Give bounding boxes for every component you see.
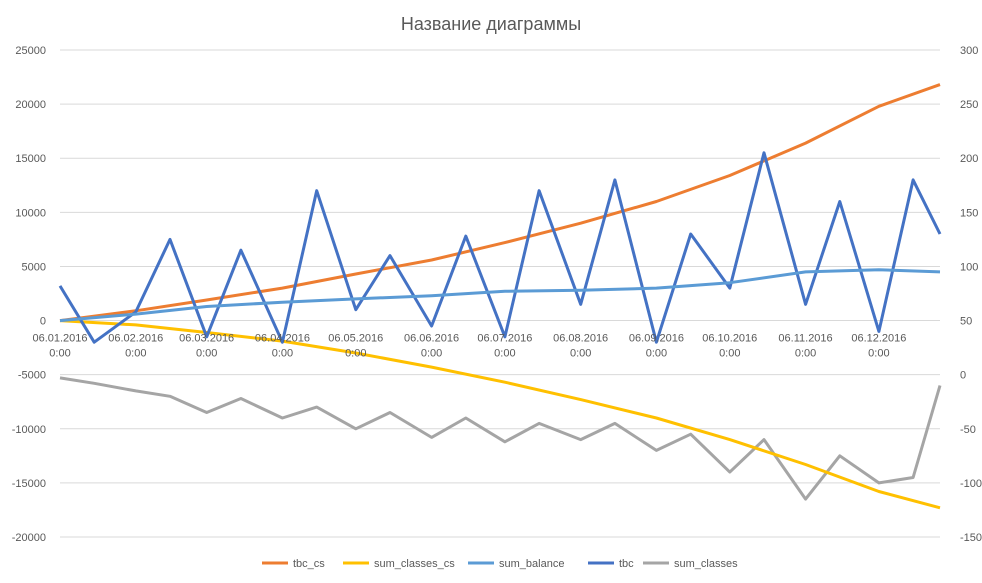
y-right-tick-label: 0: [960, 370, 966, 382]
legend-label-tbc: tbc: [619, 558, 634, 570]
y-right-tick-label: 200: [960, 153, 978, 165]
legend: tbc_cs sum_classes_cs sum_balance tbc sum_cl…: [262, 558, 738, 570]
x-axis-labels: 06.01.2016 0:00 06.02.2016 0:00 06.03.2016 0:…: [32, 333, 906, 360]
x-tick-label-date: 06.12.2016: [851, 333, 906, 345]
x-tick-label-time: 0:00: [49, 348, 70, 360]
y-left-tick-label: 15000: [15, 153, 46, 165]
x-tick-label-date: 06.11.2016: [778, 333, 832, 345]
x-tick-label-time: 0:00: [795, 348, 816, 360]
x-tick-label-date: 06.05.2016: [328, 333, 383, 345]
series-line-tbc_cs: [59, 83, 941, 323]
y-right-tick-label: -100: [960, 478, 982, 490]
x-tick-label-date: 06.02.2016: [108, 333, 163, 345]
chart-title: Название диаграммы: [401, 14, 581, 34]
y-left-tick-label: 0: [40, 316, 46, 328]
series-line-sum_balance: [59, 268, 941, 323]
y-left-tick-label: -10000: [12, 424, 46, 436]
y-right-tick-label: -150: [960, 532, 982, 544]
y-axis-left: 25000 20000 15000 10000 5000 0 -5000 -10000 -150…: [12, 45, 46, 544]
y-left-tick-label: 20000: [15, 99, 46, 111]
series-line-tbc: [58, 151, 942, 344]
legend-label-sum_classes: sum_classes: [674, 558, 738, 570]
y-axis-right: 300 250 200 150 100 50 0 -50 -100 -150: [960, 45, 982, 544]
legend-label-sum_classes_cs: sum_classes_cs: [374, 558, 455, 570]
y-right-tick-label: 250: [960, 99, 978, 111]
x-tick-label-time: 0:00: [570, 348, 591, 360]
y-left-tick-label: 25000: [15, 45, 46, 57]
y-right-tick-label: 300: [960, 45, 978, 57]
series-line-sum_classes_cs: [59, 319, 941, 510]
x-tick-label-date: 06.07.2016: [477, 333, 532, 345]
y-left-tick-label: 5000: [22, 261, 46, 273]
x-tick-label-time: 0:00: [196, 348, 217, 360]
x-tick-label-date: 06.03.2016: [179, 333, 234, 345]
x-tick-label-date: 06.04.2016: [255, 333, 310, 345]
y-left-tick-label: -15000: [12, 478, 46, 490]
x-tick-label-time: 0:00: [345, 348, 366, 360]
y-right-tick-label: 100: [960, 261, 978, 273]
legend-label-tbc_cs: tbc_cs: [293, 558, 325, 570]
series-lines: [58, 83, 942, 510]
y-left-tick-label: -20000: [12, 532, 46, 544]
x-tick-label-date: 06.10.2016: [702, 333, 757, 345]
x-tick-label-date: 06.06.2016: [404, 333, 459, 345]
x-tick-label-date: 06.09.2016: [629, 333, 684, 345]
x-tick-label-date: 06.08.2016: [553, 333, 608, 345]
x-tick-label-date: 06.01.2016: [32, 333, 87, 345]
y-right-tick-label: 150: [960, 207, 978, 219]
y-left-tick-label: -5000: [18, 370, 46, 382]
x-tick-label-time: 0:00: [272, 348, 293, 360]
y-right-tick-label: -50: [960, 424, 976, 436]
y-left-tick-label: 10000: [15, 207, 46, 219]
x-tick-label-time: 0:00: [868, 348, 889, 360]
y-right-tick-label: 50: [960, 316, 972, 328]
series-line-sum_classes: [59, 376, 942, 501]
x-tick-label-time: 0:00: [646, 348, 667, 360]
x-tick-label-time: 0:00: [494, 348, 515, 360]
x-tick-label-time: 0:00: [421, 348, 442, 360]
legend-label-sum_balance: sum_balance: [499, 558, 564, 570]
x-tick-label-time: 0:00: [719, 348, 740, 360]
x-tick-label-time: 0:00: [125, 348, 146, 360]
